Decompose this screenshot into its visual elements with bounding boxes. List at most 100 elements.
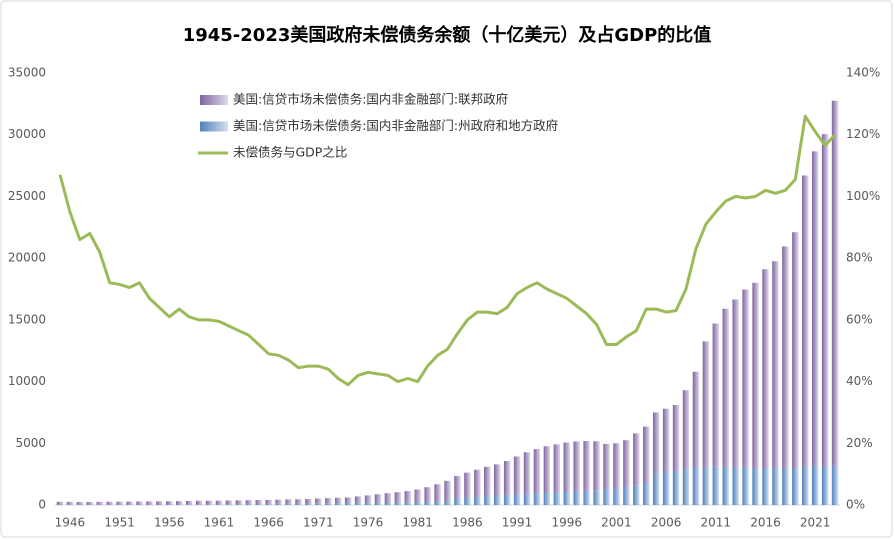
bar: [334, 503, 342, 505]
bar: [613, 443, 620, 489]
bar: [722, 308, 729, 467]
bar: [553, 444, 561, 493]
x-tick-label: 1956: [154, 516, 185, 530]
bar: [116, 501, 123, 505]
bar: [682, 469, 690, 505]
bar: [652, 412, 660, 473]
bar: [454, 498, 461, 505]
bar: [672, 470, 680, 505]
bar: [493, 464, 501, 496]
bar: [156, 504, 163, 505]
bar: [593, 441, 600, 491]
bar: [305, 503, 312, 505]
bar: [643, 483, 650, 505]
bar: [732, 467, 739, 505]
y2-tick-label: 80%: [846, 251, 873, 265]
bar: [384, 493, 392, 503]
bar: [593, 490, 600, 505]
bar: [573, 441, 580, 492]
bar: [205, 500, 213, 505]
x-tick-label: 2001: [601, 516, 632, 530]
bar: [215, 500, 223, 505]
bar: [414, 489, 421, 502]
bar: [275, 499, 282, 504]
bar: [76, 501, 84, 505]
bar: [126, 501, 133, 505]
bar: [563, 492, 570, 505]
bar: [523, 493, 531, 505]
bar: [315, 498, 322, 504]
bar: [255, 503, 262, 505]
bar: [334, 497, 342, 504]
bar: [424, 487, 431, 502]
legend-label: 美国:信贷市场未偿债务:国内非金融部门:州政府和地方政府: [233, 118, 558, 133]
bar: [613, 488, 620, 505]
y-tick-label: 35000: [8, 66, 46, 80]
bar: [374, 494, 382, 503]
bar: [821, 466, 829, 505]
bar: [633, 433, 640, 486]
bar: [503, 494, 511, 505]
bar: [235, 504, 243, 505]
bar: [195, 504, 203, 505]
y2-tick-label: 120%: [846, 127, 880, 141]
bar: [374, 502, 382, 505]
bar: [364, 495, 372, 503]
bar: [811, 466, 819, 505]
y-tick-label: 30000: [8, 127, 46, 141]
bar: [225, 500, 233, 505]
bar: [285, 499, 292, 504]
bar: [444, 500, 451, 505]
y2-tick-label: 60%: [846, 312, 873, 326]
bar: [474, 496, 481, 505]
bar: [325, 503, 332, 505]
bar: [633, 485, 640, 505]
bar: [772, 261, 779, 468]
bar: [792, 467, 799, 505]
x-tick-label: 1951: [104, 516, 135, 530]
line-series: [58, 114, 837, 387]
bar: [444, 480, 451, 501]
bar: [692, 467, 700, 505]
bar: [166, 504, 173, 505]
bar: [742, 289, 749, 468]
bar: [623, 440, 630, 488]
bar: [742, 467, 749, 505]
bar: [752, 282, 759, 468]
bar: [215, 504, 223, 505]
bar: [702, 467, 710, 505]
bar: [354, 502, 362, 505]
bar: [682, 390, 690, 470]
x-tick-label: 1996: [551, 516, 582, 530]
bar: [255, 500, 262, 504]
bar: [225, 504, 233, 505]
bar: [166, 501, 173, 505]
bar: [315, 503, 322, 505]
bar: [484, 466, 491, 496]
bar: [603, 489, 610, 505]
y2-tick-label: 20%: [846, 436, 873, 450]
bar: [66, 501, 74, 505]
bar: [513, 494, 521, 505]
bar: [603, 443, 610, 490]
bar: [354, 496, 362, 503]
bar: [802, 466, 809, 505]
bar: [146, 501, 153, 505]
chart-title: 1945-2023美国政府未偿债务余额（十亿美元）及占GDP的比值: [183, 24, 712, 46]
bar: [245, 500, 252, 504]
bar: [474, 469, 481, 497]
bar: [831, 466, 839, 505]
y2-tick-label: 40%: [846, 374, 873, 388]
legend-label: 美国:信贷市场未偿债务:国内非金融部门:联邦政府: [233, 92, 508, 107]
bar: [265, 499, 272, 504]
bar: [493, 495, 501, 505]
x-tick-label: 1971: [303, 516, 334, 530]
bar: [464, 497, 471, 505]
bar: [434, 484, 441, 502]
bar: [821, 134, 829, 467]
bar: [344, 502, 352, 505]
bar: [573, 491, 580, 505]
bar: [394, 502, 402, 505]
bar: [156, 501, 163, 505]
bar: [762, 467, 769, 505]
